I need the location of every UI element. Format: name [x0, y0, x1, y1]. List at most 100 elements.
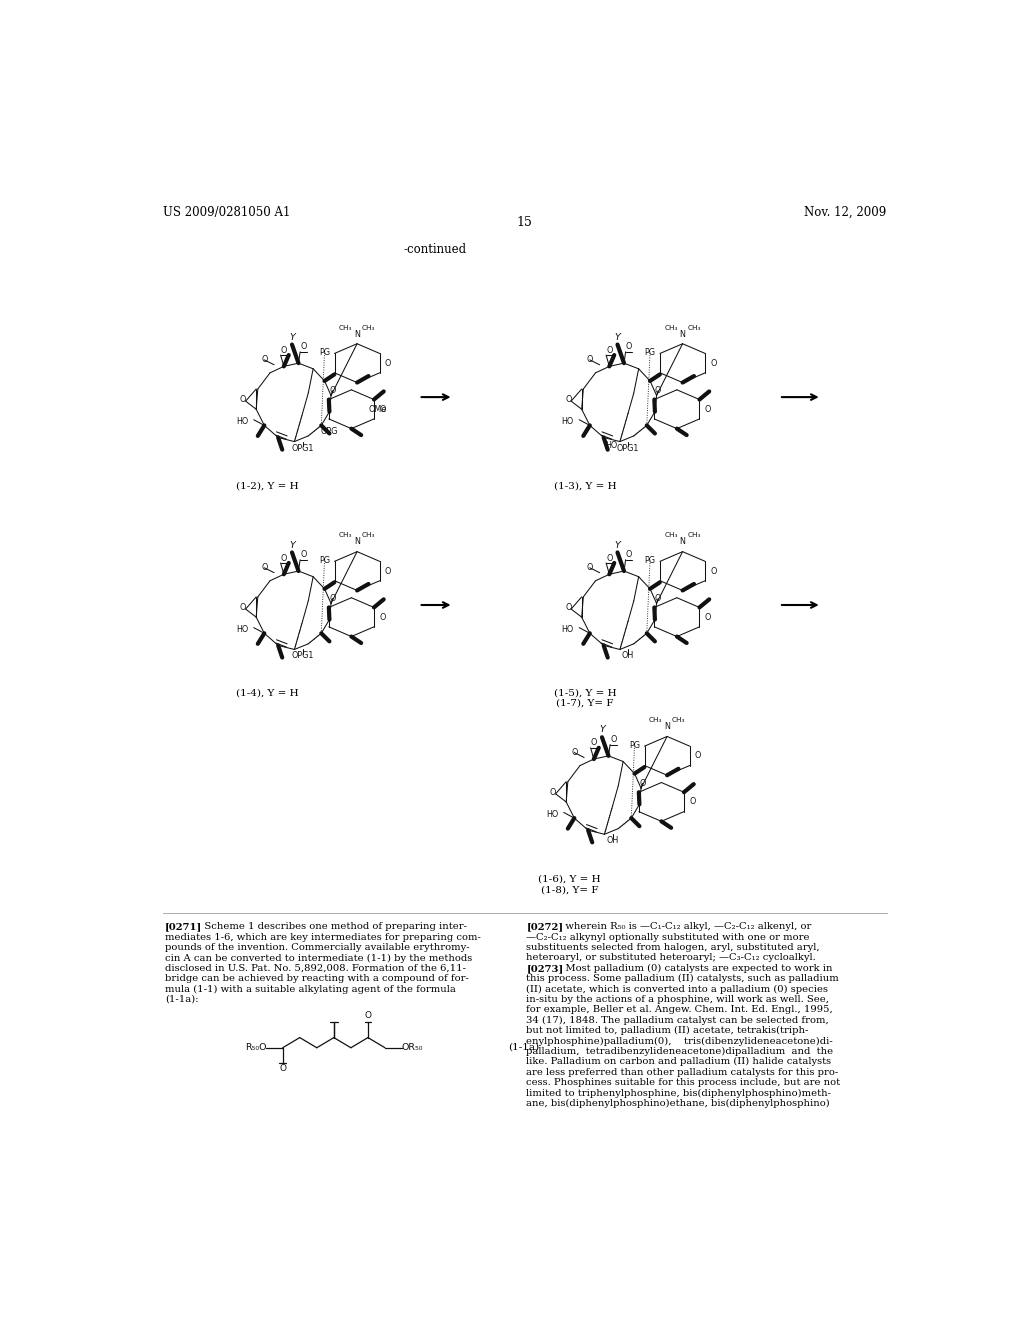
Text: CH₃: CH₃ — [687, 532, 701, 539]
Text: O: O — [655, 594, 662, 603]
Text: bridge can be achieved by reacting with a compound of for-: bridge can be achieved by reacting with … — [165, 974, 469, 983]
Text: for example, Beller et al. Angew. Chem. Int. Ed. Engl., 1995,: for example, Beller et al. Angew. Chem. … — [526, 1006, 834, 1014]
Text: limited to triphenylphosphine, bis(diphenylphosphino)meth-: limited to triphenylphosphine, bis(diphe… — [526, 1089, 831, 1098]
Text: CH₃: CH₃ — [361, 325, 376, 330]
Text: O: O — [695, 751, 701, 760]
Text: 15: 15 — [517, 216, 532, 230]
Text: (1-1a):: (1-1a): — [165, 995, 199, 1005]
Text: N: N — [665, 722, 670, 731]
Text: (1-8), Y= F: (1-8), Y= F — [541, 886, 598, 894]
Text: Scheme 1 describes one method of preparing inter-: Scheme 1 describes one method of prepari… — [195, 923, 467, 931]
Text: HO: HO — [546, 809, 558, 818]
Text: O: O — [365, 1011, 372, 1020]
Text: Y: Y — [614, 333, 621, 342]
Text: O: O — [587, 355, 593, 364]
Text: OMe: OMe — [369, 405, 387, 413]
Text: are less preferred than other palladium catalysts for this pro-: are less preferred than other palladium … — [526, 1068, 839, 1077]
Text: 34 (17), 1848. The palladium catalyst can be selected from,: 34 (17), 1848. The palladium catalyst ca… — [526, 1016, 829, 1024]
Text: O: O — [385, 566, 391, 576]
Text: OH: OH — [622, 652, 634, 660]
Text: O: O — [550, 788, 556, 797]
Text: heteroaryl, or substituted heteroaryl; —C₃-C₁₂ cycloalkyl.: heteroaryl, or substituted heteroaryl; —… — [526, 953, 816, 962]
Text: ane, bis(diphenylphosphino)ethane, bis(diphenylphosphino): ane, bis(diphenylphosphino)ethane, bis(d… — [526, 1100, 830, 1107]
Text: Most palladium (0) catalysts are expected to work in: Most palladium (0) catalysts are expecte… — [556, 964, 833, 973]
Text: O: O — [300, 550, 306, 560]
Text: PG: PG — [629, 741, 640, 750]
Text: O: O — [705, 612, 711, 622]
Text: this process. Some palladium (II) catalysts, such as palladium: this process. Some palladium (II) cataly… — [526, 974, 839, 983]
Text: [0272]: [0272] — [526, 923, 563, 931]
Text: O: O — [565, 603, 571, 612]
Text: Y: Y — [599, 726, 605, 734]
Text: O: O — [385, 359, 391, 368]
Text: O: O — [280, 1064, 286, 1073]
Text: O: O — [261, 564, 267, 573]
Text: O: O — [565, 395, 571, 404]
Text: PG: PG — [644, 348, 655, 358]
Text: palladium,  tetradibenzylideneacetone)dipalladium  and  the: palladium, tetradibenzylideneacetone)dip… — [526, 1047, 834, 1056]
Text: [0271]: [0271] — [165, 923, 203, 931]
Text: O: O — [591, 738, 597, 747]
Text: O: O — [261, 355, 267, 364]
Text: (1-5), Y = H: (1-5), Y = H — [554, 688, 616, 697]
Text: OPG1: OPG1 — [292, 444, 313, 453]
Text: O: O — [281, 346, 287, 355]
Text: mediates 1-6, which are key intermediates for preparing com-: mediates 1-6, which are key intermediate… — [165, 933, 481, 941]
Text: Nov. 12, 2009: Nov. 12, 2009 — [805, 206, 887, 219]
Text: O: O — [640, 779, 646, 788]
Text: OPG: OPG — [321, 426, 338, 436]
Text: OH: OH — [606, 837, 618, 845]
Text: in-situ by the actions of a phosphine, will work as well. See,: in-situ by the actions of a phosphine, w… — [526, 995, 829, 1005]
Text: O: O — [711, 359, 717, 368]
Text: mula (1-1) with a suitable alkylating agent of the formula: mula (1-1) with a suitable alkylating ag… — [165, 985, 456, 994]
Text: O: O — [606, 346, 612, 355]
Text: [0273]: [0273] — [526, 964, 563, 973]
Text: O: O — [711, 566, 717, 576]
Text: —C₂-C₁₂ alkynyl optionally substituted with one or more: —C₂-C₁₂ alkynyl optionally substituted w… — [526, 933, 810, 941]
Text: Y: Y — [289, 541, 295, 549]
Text: -continued: -continued — [403, 243, 466, 256]
Text: PG: PG — [319, 556, 330, 565]
Text: O: O — [705, 405, 711, 413]
Text: O: O — [571, 748, 578, 758]
Text: O: O — [379, 405, 385, 413]
Text: N: N — [354, 537, 360, 546]
Text: CH₃: CH₃ — [649, 717, 663, 723]
Text: OPG1: OPG1 — [616, 444, 639, 453]
Text: wherein R₅₀ is —C₁-C₁₂ alkyl, —C₂-C₁₂ alkenyl, or: wherein R₅₀ is —C₁-C₁₂ alkyl, —C₂-C₁₂ al… — [556, 923, 811, 931]
Text: PG: PG — [319, 348, 330, 358]
Text: O: O — [240, 395, 247, 404]
Text: like. Palladium on carbon and palladium (II) halide catalysts: like. Palladium on carbon and palladium … — [526, 1057, 831, 1067]
Text: CH₃: CH₃ — [339, 532, 352, 539]
Text: Y: Y — [614, 541, 621, 549]
Text: (II) acetate, which is converted into a palladium (0) species: (II) acetate, which is converted into a … — [526, 985, 828, 994]
Text: O: O — [587, 564, 593, 573]
Text: O: O — [240, 603, 247, 612]
Text: O: O — [689, 797, 695, 807]
Text: O: O — [610, 735, 616, 744]
Text: O: O — [626, 342, 632, 351]
Text: pounds of the invention. Commercially available erythromy-: pounds of the invention. Commercially av… — [165, 942, 470, 952]
Text: O: O — [330, 594, 336, 603]
Text: OR₅₀: OR₅₀ — [401, 1043, 423, 1052]
Text: cess. Phosphines suitable for this process include, but are not: cess. Phosphines suitable for this proce… — [526, 1078, 841, 1088]
Text: N: N — [680, 330, 685, 338]
Text: CH₃: CH₃ — [665, 325, 678, 330]
Text: HO: HO — [605, 441, 617, 450]
Text: O: O — [655, 387, 662, 395]
Text: disclosed in U.S. Pat. No. 5,892,008. Formation of the 6,11-: disclosed in U.S. Pat. No. 5,892,008. Fo… — [165, 964, 466, 973]
Text: CH₃: CH₃ — [361, 532, 376, 539]
Text: OPG1: OPG1 — [292, 652, 313, 660]
Text: N: N — [354, 330, 360, 338]
Text: (1-4), Y = H: (1-4), Y = H — [237, 688, 299, 697]
Text: (1-1a): (1-1a) — [508, 1043, 539, 1051]
Text: but not limited to, palladium (II) acetate, tetrakis(triph-: but not limited to, palladium (II) aceta… — [526, 1026, 809, 1035]
Text: (1-2), Y = H: (1-2), Y = H — [237, 482, 299, 491]
Text: O: O — [379, 612, 385, 622]
Text: CH₃: CH₃ — [672, 717, 685, 723]
Text: (1-3), Y = H: (1-3), Y = H — [554, 482, 616, 491]
Text: substituents selected from halogen, aryl, substituted aryl,: substituents selected from halogen, aryl… — [526, 942, 820, 952]
Text: CH₃: CH₃ — [339, 325, 352, 330]
Text: HO: HO — [236, 417, 248, 426]
Text: enylphosphine)palladium(0),    tris(dibenzylideneacetone)di-: enylphosphine)palladium(0), tris(dibenzy… — [526, 1036, 834, 1045]
